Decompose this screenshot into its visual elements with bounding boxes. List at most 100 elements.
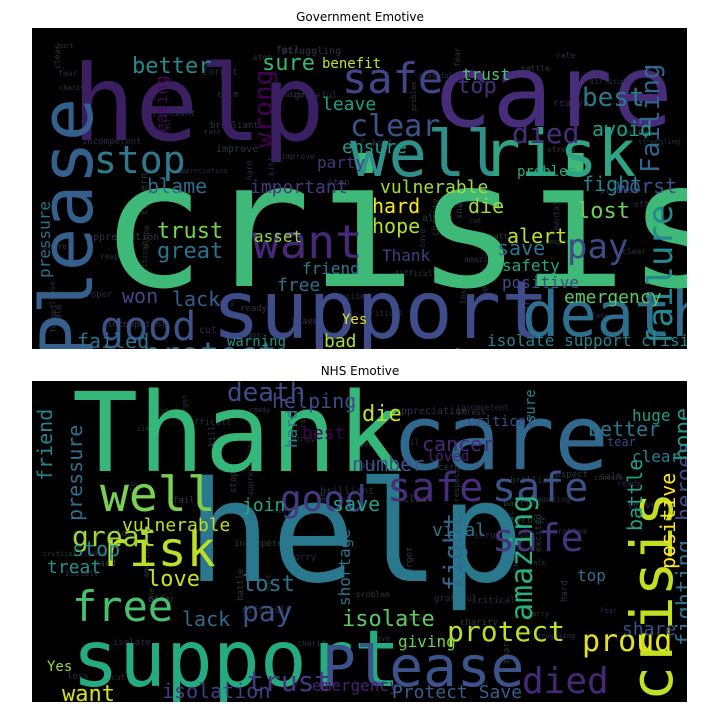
background-word: incompetent (82, 137, 142, 147)
background-word: ready (617, 479, 641, 488)
background-word: brilliant (320, 486, 374, 497)
background-word: fear (600, 607, 617, 615)
background-word: mental (552, 201, 561, 230)
background-word: appreciation (246, 438, 255, 496)
cloud-word-pay: pay (567, 227, 628, 267)
background-word: problem (553, 527, 587, 536)
cloud-word-asset: asset (254, 227, 302, 246)
cloud-word-fight: fight (439, 513, 469, 591)
cloud-word-better: better (132, 54, 211, 79)
cloud-word-giving: giving (398, 632, 456, 651)
background-word: charity (297, 639, 331, 648)
cloud-word-save: save (332, 492, 380, 516)
background-word: offer (148, 595, 176, 605)
cloud-word-yes: Yes (47, 659, 72, 675)
cloud-word-tear: tear (607, 435, 636, 449)
background-word: fail (276, 45, 300, 56)
background-word: critical (365, 309, 404, 318)
cloud-word-lost: lost (577, 199, 630, 224)
cloud-word-join: join (242, 495, 285, 516)
background-word: share (502, 637, 512, 664)
background-word: worry (526, 329, 550, 338)
cloud-word-worst: worst (617, 174, 677, 198)
cloud-word-best: best (302, 423, 345, 444)
cloud-word-battle: battle (623, 459, 647, 531)
background-word: share (349, 461, 376, 471)
background-word: clear (403, 494, 433, 505)
cloud-word-want: want (252, 215, 363, 269)
background-word: appreciation (87, 232, 159, 243)
background-word: ready (553, 98, 583, 109)
background-word: ready (249, 406, 270, 414)
cloud-word-stop: stop (72, 537, 120, 561)
cloud-word-crisis: crisis (100, 125, 687, 328)
cloud-word-free: free (277, 275, 320, 296)
background-word: critical (43, 550, 77, 558)
background-word: charity (59, 84, 89, 92)
background-word: isolate (65, 569, 99, 578)
cloud-word-safe: safe (387, 465, 483, 511)
background-word: clear (53, 45, 62, 69)
cloud-word-failing: Failing (636, 63, 666, 173)
cloud-word-good: good (280, 479, 367, 520)
cloud-word-die: die (362, 402, 402, 427)
cloud-word-care: care (392, 386, 609, 491)
background-word: kill (404, 641, 423, 650)
background-word: isolate (113, 638, 151, 648)
background-word: offer (634, 200, 658, 209)
cloud-word-leave: leave (322, 94, 376, 115)
cloud-word-crisis: crisis (618, 491, 686, 701)
cloud-word-died: died (512, 117, 579, 150)
cloud-word-safe: safe (342, 54, 443, 103)
background-word: struggling (638, 138, 680, 146)
background-word: concern (594, 474, 624, 482)
cloud-word-vital: vital (432, 520, 486, 541)
cloud-word-protect-save: Protect Save (392, 682, 522, 702)
background-word: battle (521, 64, 550, 73)
cloud-word-fight: fight (582, 172, 642, 196)
cloud-word-huge: huge (632, 406, 671, 425)
cloud-word-cancer: cancer (422, 432, 494, 456)
cloud-word-positive: positive (656, 473, 680, 569)
cloud-word-emergency: emergency (564, 287, 662, 308)
cloud-word-top: top (577, 566, 606, 585)
background-word: isolate (579, 312, 609, 320)
cloud-word-loved: loved (427, 449, 469, 465)
cloud-word-critical: critical (467, 414, 534, 430)
cloud-word-blame: blame (147, 174, 207, 198)
background-word: brilliant (510, 476, 559, 486)
background-word: fear (58, 69, 77, 78)
cloud-word-friend: friend (33, 409, 57, 481)
cloud-word-thank: Thank (72, 381, 403, 497)
background-word: forget (181, 395, 189, 420)
cloud-word-number: number (407, 345, 501, 349)
cloud-word-pay: pay (242, 595, 293, 628)
cloud-word-free: free (72, 582, 173, 631)
background-word: critical (141, 242, 149, 276)
cloud-word-please: Please (322, 635, 524, 700)
background-word: hard (522, 294, 533, 318)
cloud-word-save: save (497, 236, 545, 260)
background-word: rate (299, 411, 307, 428)
background-word: fail (164, 118, 172, 135)
background-word: share (455, 192, 465, 219)
cloud-word-well: well (350, 118, 504, 192)
cloud-word-support: support (212, 264, 549, 349)
cloud-word-helping: helping (272, 389, 356, 413)
background-word: difficult (183, 418, 232, 428)
background-word: loss (213, 299, 235, 309)
background-word: loss (67, 672, 89, 682)
background-word: cut (285, 678, 300, 687)
background-word: incompetent (456, 403, 509, 412)
cloud-word-hope: hope (372, 214, 420, 238)
background-word: improve (503, 515, 545, 526)
background-word: hurt (265, 574, 273, 591)
cloud-word-trust: trust (462, 65, 510, 84)
background-word: struggling (474, 531, 528, 541)
background-word: cut (469, 217, 482, 225)
background-word: improve (283, 435, 321, 445)
background-word: respect (100, 252, 134, 261)
word-cloud-nhs-svg: isolate difficult problem amazing respect lea… (33, 381, 687, 702)
background-word: struggling (281, 46, 341, 57)
background-word: stress (547, 145, 576, 154)
